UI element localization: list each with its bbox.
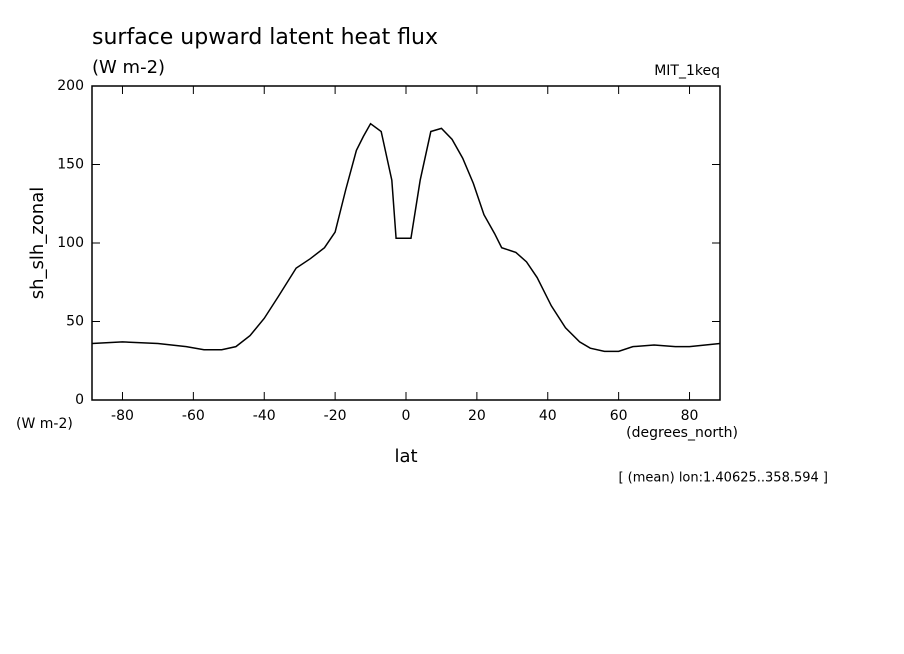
y-units: (W m-2) xyxy=(16,416,73,432)
y-tick-label: 100 xyxy=(57,235,84,251)
x-tick-label: -80 xyxy=(111,408,134,424)
x-tick-label: 0 xyxy=(402,408,411,424)
units-subtitle: (W m-2) xyxy=(92,57,165,78)
x-tick-label: -20 xyxy=(324,408,347,424)
y-tick-label: 50 xyxy=(66,314,84,330)
data-line xyxy=(91,122,721,353)
annotation: [ (mean) lon:1.40625..358.594 ] xyxy=(618,471,828,486)
x-tick-label: 40 xyxy=(539,408,557,424)
x-tick-label: -60 xyxy=(182,408,205,424)
dataset-label: MIT_1keq xyxy=(654,63,720,79)
y-axis-label: sh_slh_zonal xyxy=(27,187,48,299)
x-tick-label: 80 xyxy=(681,408,699,424)
x-tick-label: 20 xyxy=(468,408,486,424)
x-tick-label: 60 xyxy=(610,408,628,424)
x-axis-label: lat xyxy=(394,446,417,467)
chart-title: surface upward latent heat flux xyxy=(92,25,438,50)
plot-frame xyxy=(91,85,721,401)
y-tick-label: 0 xyxy=(75,392,84,408)
y-tick-label: 150 xyxy=(57,157,84,173)
x-units: (degrees_north) xyxy=(626,425,738,441)
x-tick-label: -40 xyxy=(253,408,276,424)
y-tick-label: 200 xyxy=(57,78,84,94)
